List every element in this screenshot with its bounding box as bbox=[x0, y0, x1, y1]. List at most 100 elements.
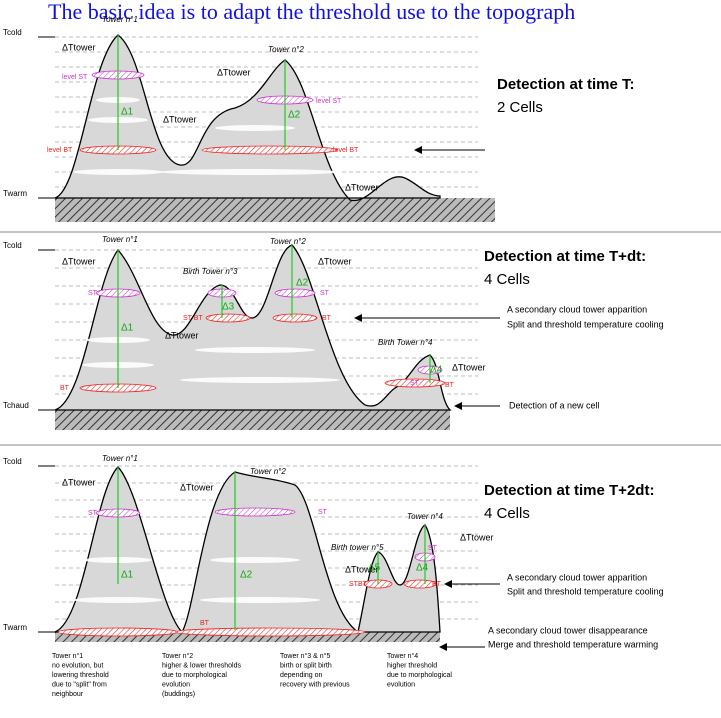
diagram-label: Birth tower n°5 bbox=[331, 543, 384, 552]
caption: higher & lower thresholds bbox=[162, 662, 241, 669]
diagram-label: ST BT bbox=[183, 315, 203, 322]
diagram-label: BT bbox=[200, 620, 210, 627]
diagram-label: Δ4 bbox=[416, 563, 429, 574]
detection-heading: Detection at time T: bbox=[497, 76, 635, 93]
bt-threshold bbox=[202, 146, 338, 154]
isotherm bbox=[73, 597, 163, 603]
diagram-label: ΔTtower bbox=[318, 256, 352, 266]
isotherm bbox=[73, 169, 163, 175]
note: A secondary cloud tower apparition bbox=[507, 572, 647, 582]
note: Split and threshold temperature cooling bbox=[507, 586, 664, 596]
caption: due to "split" from bbox=[52, 681, 107, 688]
diagram-label: level BT bbox=[47, 147, 73, 154]
caption: (buddings) bbox=[162, 691, 195, 698]
diagram-label: Tower n°4 bbox=[407, 512, 443, 521]
caption: due to morphological bbox=[387, 672, 452, 679]
bt-threshold bbox=[206, 314, 250, 322]
caption: higher threshold bbox=[387, 662, 437, 669]
caption: Tower n°1 bbox=[52, 652, 83, 660]
diagram-label: BT bbox=[445, 382, 455, 389]
axis-label: Tcold bbox=[3, 241, 22, 250]
diagram-label: Tower n°1 bbox=[102, 15, 138, 24]
diagram-label: level ST bbox=[316, 98, 342, 105]
note: A secondary cloud tower apparition bbox=[507, 304, 647, 314]
diagram-label: level BT bbox=[333, 147, 359, 154]
caption: Tower n°4 bbox=[387, 652, 418, 660]
diagram-label: Δ2 bbox=[240, 570, 253, 581]
diagram-label: BT bbox=[60, 385, 70, 392]
diagram-label: ΔTtower bbox=[62, 256, 96, 266]
diagram-label: ΔTtower bbox=[163, 114, 197, 124]
axis-label: Tcold bbox=[3, 457, 22, 466]
bt-threshold bbox=[175, 628, 365, 636]
caption: due to morphological bbox=[162, 672, 227, 679]
diagram-label: level ST bbox=[62, 74, 88, 81]
diagram-label: ΔTtower bbox=[62, 42, 96, 52]
note: A secondary cloud tower disappearance bbox=[488, 625, 648, 635]
diagram-label: Birth Tower n°4 bbox=[378, 338, 433, 347]
diagram-label: ΔTtower bbox=[217, 67, 251, 77]
diagram-body: Tcold Twarm Tower n°1 Tower n°2 ΔTtower ΔTtow… bbox=[0, 15, 721, 698]
diagram-label: Tower n°1 bbox=[102, 235, 138, 244]
isotherm bbox=[200, 597, 320, 603]
caption: lowering threshold bbox=[52, 672, 109, 679]
cell-count: 2 Cells bbox=[497, 99, 543, 116]
diagram-label: Δ2 bbox=[288, 110, 301, 121]
diagram-label: ST bbox=[318, 509, 328, 516]
diagram-label: BT bbox=[322, 315, 332, 322]
isotherm bbox=[160, 169, 340, 175]
note: Split and threshold temperature cooling bbox=[507, 319, 664, 329]
diagram-label: Tower n°2 bbox=[270, 237, 306, 246]
diagram-label: ST bbox=[88, 290, 98, 297]
st-threshold bbox=[215, 508, 295, 516]
diagram-label: Δ2 bbox=[296, 278, 309, 289]
note: Detection of a new cell bbox=[509, 400, 600, 410]
caption: no evolution, but bbox=[52, 662, 103, 669]
caption: recovery with previous bbox=[280, 681, 350, 688]
axis-label: Twarm bbox=[3, 189, 27, 198]
diagram-label: Δ4 bbox=[430, 365, 443, 376]
bt-threshold bbox=[273, 314, 317, 322]
diagram-label: Tower n°2 bbox=[268, 45, 304, 54]
caption: Tower n°3 & n°5 bbox=[280, 652, 330, 660]
diagram: The basic idea is to adapt the threshold… bbox=[0, 0, 721, 718]
isotherm bbox=[215, 125, 295, 131]
cell-count: 4 Cells bbox=[484, 505, 530, 522]
diagram-label: Δ1 bbox=[121, 107, 134, 118]
isotherm bbox=[180, 377, 340, 383]
diagram-label: Δ1 bbox=[121, 323, 134, 334]
diagram-label: BT bbox=[432, 581, 442, 588]
diagram-label: Birth Tower n°3 bbox=[183, 267, 238, 276]
diagram-label: ΔTtower bbox=[345, 182, 379, 192]
diagram-label: Tower n°2 bbox=[250, 467, 286, 476]
ground bbox=[55, 410, 450, 430]
note: Merge and threshold temperature warming bbox=[488, 639, 658, 649]
diagram-label: Tower n°1 bbox=[102, 454, 138, 463]
caption: evolution bbox=[162, 681, 190, 688]
diagram-label: ΔTtower bbox=[460, 532, 494, 542]
diagram-label: Δ1 bbox=[121, 570, 134, 581]
axis-label: Tchaud bbox=[3, 401, 29, 410]
cell-count: 4 Cells bbox=[484, 271, 530, 288]
diagram-label: ΔTtower bbox=[62, 477, 96, 487]
detection-heading: Detection at time T+2dt: bbox=[484, 482, 654, 499]
axis-label: Twarm bbox=[3, 623, 27, 632]
diagram-label: STBT bbox=[349, 581, 368, 588]
ground bbox=[55, 198, 495, 222]
caption: neighbour bbox=[52, 691, 84, 698]
st-threshold bbox=[275, 289, 315, 297]
caption: depending on bbox=[280, 672, 323, 679]
caption: Tower n°2 bbox=[162, 652, 193, 660]
diagram-label: ST bbox=[88, 510, 98, 517]
isotherm bbox=[210, 557, 300, 563]
bt-threshold bbox=[58, 628, 178, 636]
diagram-label: ST bbox=[320, 290, 330, 297]
detection-heading: Detection at time T+dt: bbox=[484, 248, 646, 265]
diagram-label: Δ5 bbox=[368, 563, 381, 574]
caption: evolution bbox=[387, 681, 415, 688]
isotherm bbox=[195, 347, 315, 353]
diagram-label: ΔTtower bbox=[165, 330, 199, 340]
diagram-label: ΔTtower bbox=[180, 482, 214, 492]
diagram-label: ΔTtower bbox=[452, 362, 486, 372]
caption: birth or split birth bbox=[280, 662, 332, 669]
